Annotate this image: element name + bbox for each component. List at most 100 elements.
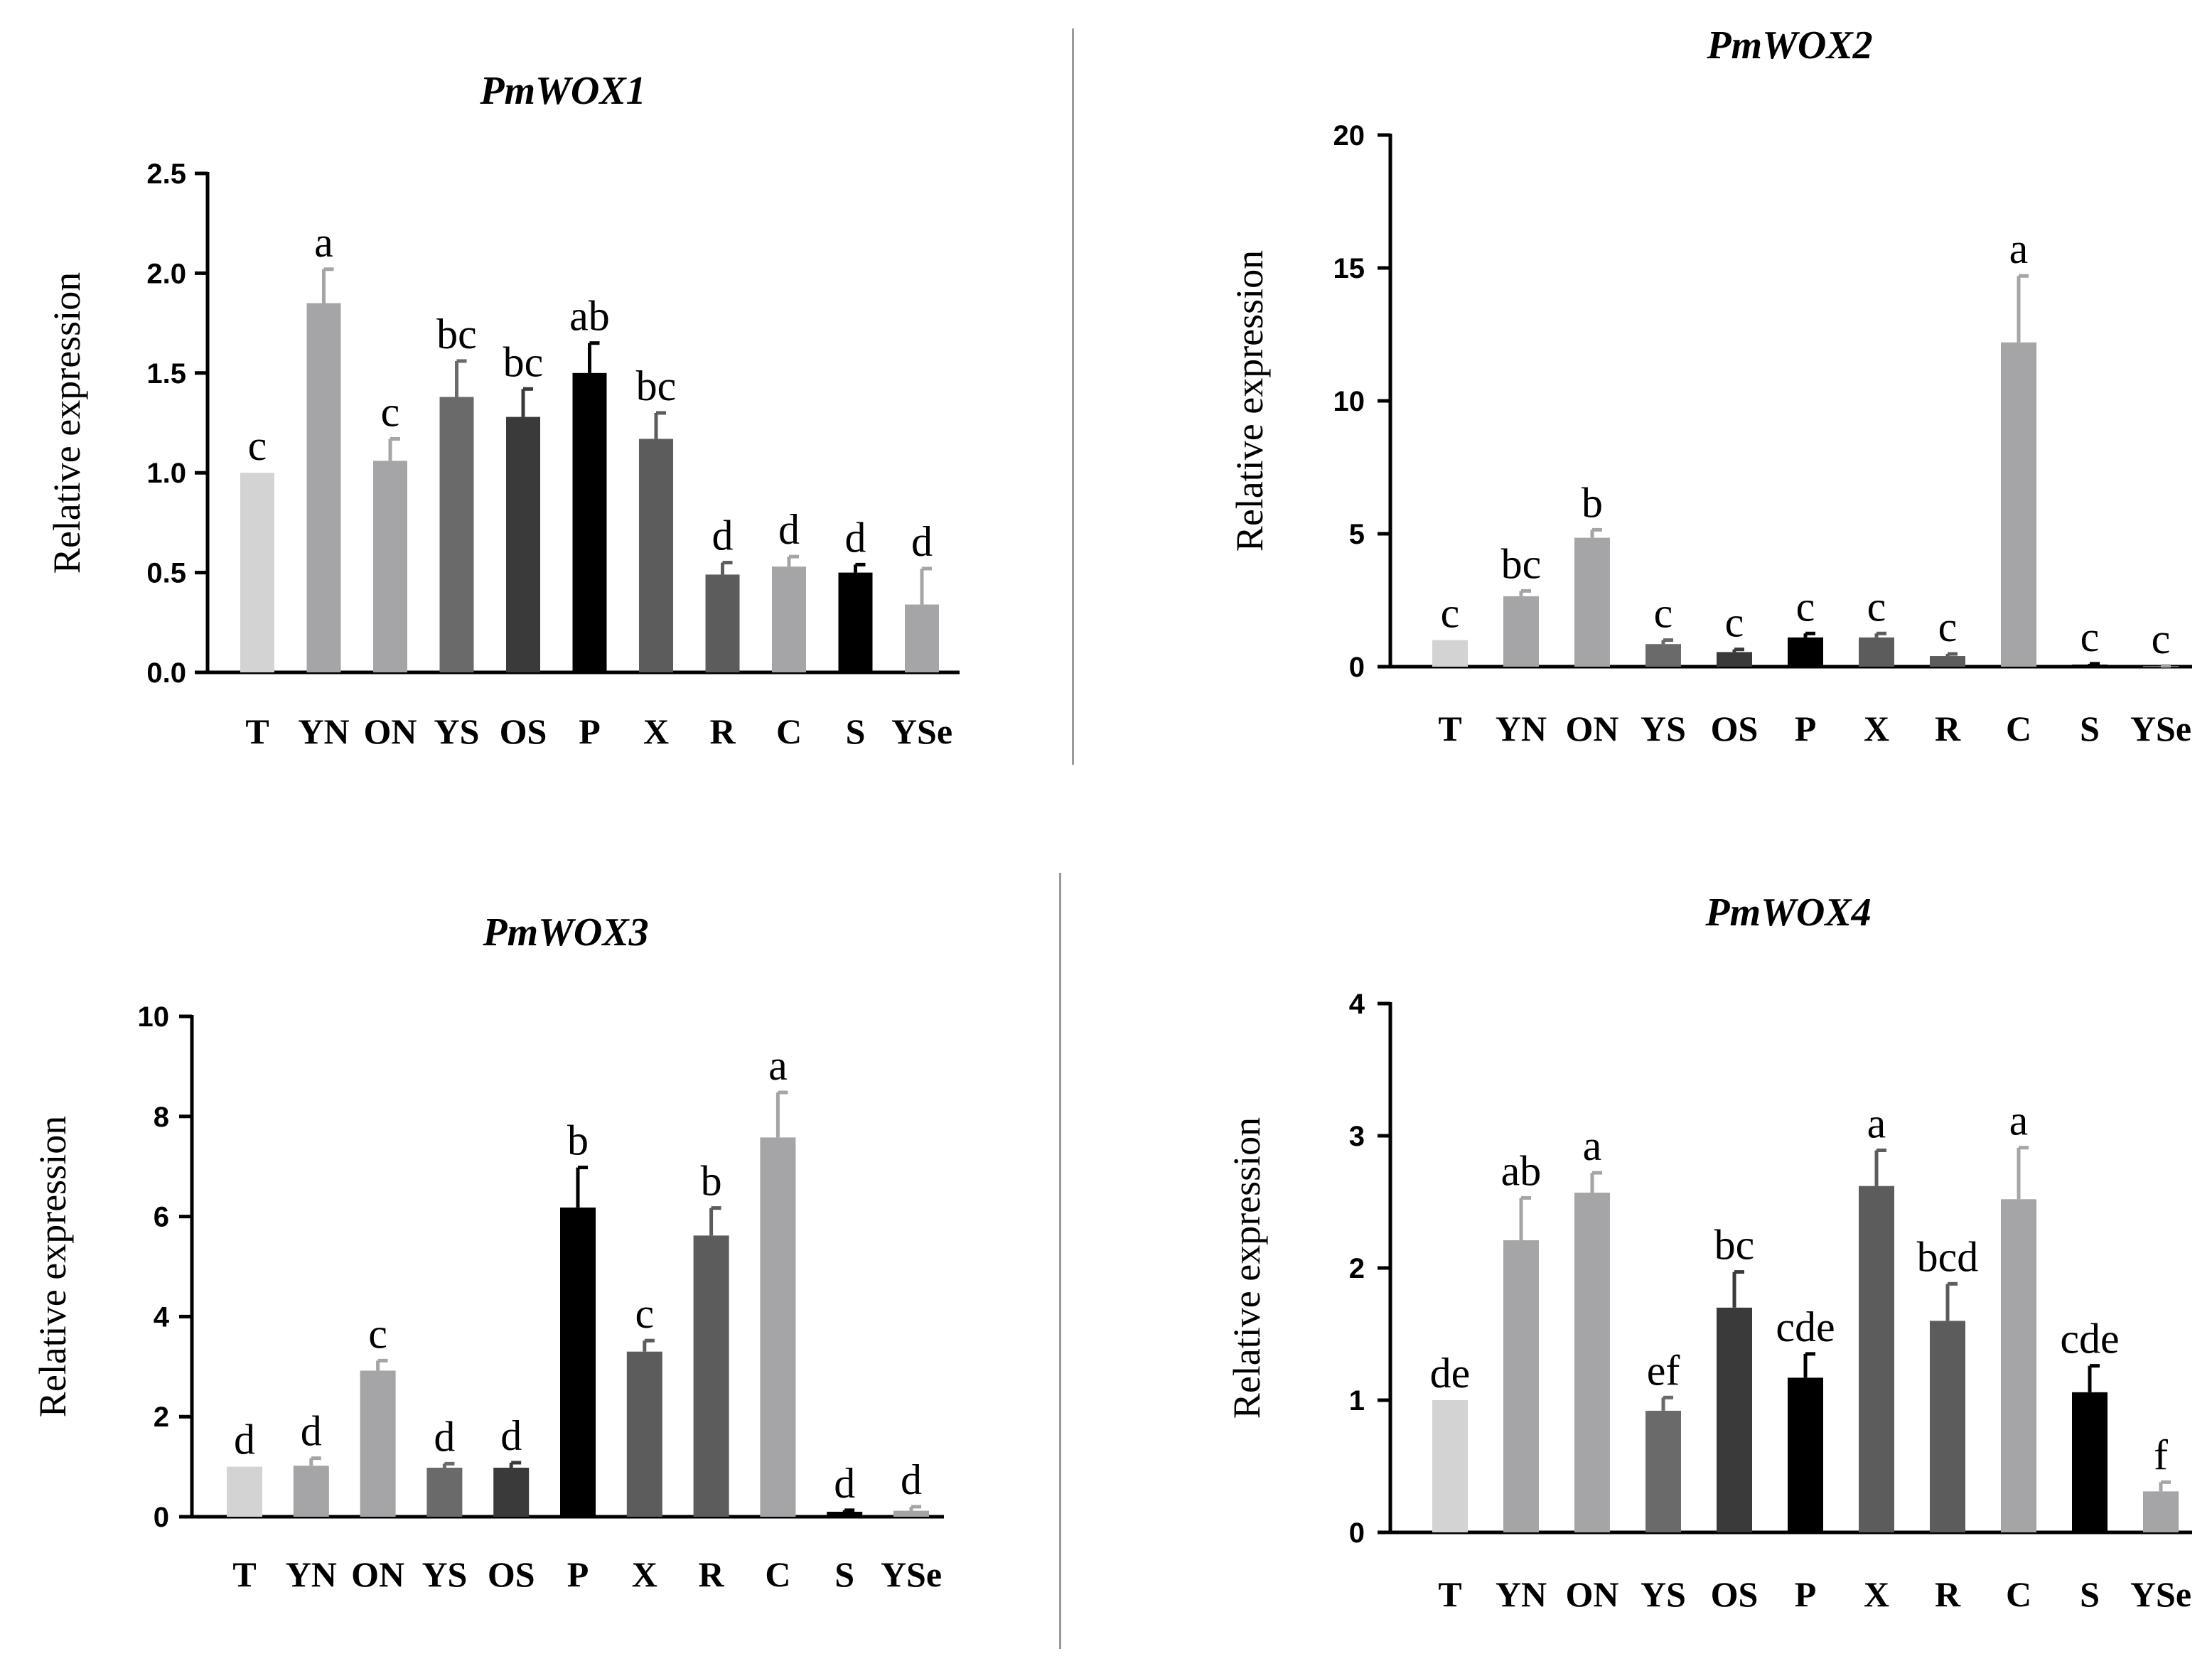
- y-tick-label: 8: [154, 1102, 169, 1133]
- vertical-divider-top: [1072, 28, 1074, 765]
- x-tick-label: S: [2080, 1574, 2100, 1614]
- y-axis-label: Relative expression: [31, 1116, 74, 1417]
- significance-label: ab: [1501, 1147, 1542, 1194]
- bar-yn: [306, 303, 341, 672]
- x-tick-label: ON: [351, 1554, 404, 1594]
- significance-label: bcd: [1917, 1233, 1979, 1280]
- significance-label: c: [248, 422, 267, 469]
- bar-s: [2072, 1392, 2108, 1532]
- significance-label: a: [314, 219, 333, 266]
- y-tick-label: 0.5: [146, 558, 186, 589]
- significance-label: f: [2154, 1431, 2168, 1478]
- y-tick-label: 2.5: [146, 158, 186, 190]
- bar-yn: [1503, 1240, 1539, 1532]
- x-tick-label: YSe: [891, 711, 952, 751]
- x-tick-label: OS: [1711, 1574, 1759, 1614]
- x-tick-label: YN: [298, 711, 349, 751]
- x-tick-label: S: [834, 1554, 854, 1594]
- x-tick-label: YSe: [881, 1554, 942, 1594]
- significance-label: a: [768, 1042, 788, 1089]
- significance-label: d: [901, 1456, 922, 1503]
- significance-label: d: [911, 518, 933, 565]
- significance-label: c: [2152, 616, 2171, 662]
- x-tick-label: X: [632, 1554, 657, 1594]
- significance-label: c: [635, 1290, 654, 1337]
- x-tick-label: R: [709, 711, 736, 751]
- bar-ys: [1645, 1410, 1681, 1532]
- bar-yn: [1503, 596, 1539, 667]
- bar-s: [2072, 665, 2108, 667]
- x-tick-label: T: [232, 1554, 256, 1594]
- x-tick-label: X: [1864, 1574, 1889, 1614]
- y-tick-label: 0: [1349, 652, 1365, 683]
- bar-s: [827, 1511, 863, 1517]
- significance-label: de: [1430, 1350, 1471, 1397]
- x-tick-label: ON: [1566, 709, 1619, 748]
- significance-label: d: [234, 1417, 255, 1463]
- x-tick-label: YN: [1496, 1574, 1547, 1614]
- x-tick-label: X: [643, 711, 669, 751]
- y-tick-label: 2: [154, 1402, 169, 1433]
- bar-os: [493, 1468, 530, 1517]
- y-tick-label: 0: [154, 1502, 169, 1533]
- chart-title: PmWOX3: [482, 910, 648, 955]
- significance-label: a: [2009, 225, 2029, 272]
- bar-ys: [1645, 644, 1681, 667]
- y-tick-label: 2.0: [146, 258, 186, 289]
- y-tick-label: 1.5: [146, 358, 186, 389]
- y-tick-label: 3: [1349, 1121, 1365, 1152]
- significance-label: c: [1654, 590, 1673, 637]
- significance-label: bc: [636, 362, 677, 409]
- bar-yse: [905, 604, 939, 672]
- bar-on: [1574, 537, 1610, 667]
- y-tick-label: 4: [154, 1301, 170, 1333]
- bar-x: [1859, 1186, 1894, 1532]
- x-tick-label: OS: [500, 711, 547, 751]
- vertical-divider-bottom: [1059, 873, 1061, 1649]
- bar-r: [1930, 1321, 1965, 1532]
- x-tick-label: S: [2080, 709, 2100, 748]
- x-tick-label: T: [1438, 709, 1461, 748]
- y-axis-label: Relative expression: [1228, 250, 1271, 552]
- x-tick-label: YS: [422, 1554, 467, 1594]
- significance-label: d: [712, 512, 734, 559]
- chart-title: PmWOX1: [479, 69, 645, 113]
- bar-p: [560, 1207, 596, 1517]
- significance-label: d: [845, 514, 866, 561]
- x-tick-label: P: [1795, 1574, 1817, 1614]
- significance-label: c: [1867, 583, 1886, 630]
- bar-t: [1432, 640, 1468, 667]
- x-tick-label: C: [2006, 1574, 2031, 1614]
- x-tick-label: P: [1795, 709, 1817, 748]
- x-tick-label: S: [846, 711, 866, 751]
- significance-label: c: [1938, 603, 1958, 650]
- x-tick-label: ON: [1566, 1574, 1619, 1614]
- bar-yn: [293, 1466, 329, 1517]
- bar-r: [1930, 656, 1965, 667]
- significance-label: a: [1867, 1100, 1886, 1146]
- bar-yse: [893, 1510, 929, 1517]
- significance-label: c: [1725, 599, 1744, 646]
- y-tick-label: 0.0: [146, 657, 186, 689]
- significance-label: bc: [503, 338, 544, 385]
- y-axis-label: Relative expression: [1225, 1117, 1268, 1419]
- bar-ys: [426, 1468, 463, 1517]
- significance-label: bc: [436, 311, 477, 358]
- significance-label: b: [567, 1117, 589, 1164]
- x-tick-label: YSe: [2130, 1574, 2191, 1614]
- chart-title: PmWOX4: [1704, 891, 1871, 935]
- bar-r: [705, 574, 740, 672]
- bar-c: [2001, 1199, 2036, 1532]
- x-tick-label: T: [1438, 1574, 1461, 1614]
- y-tick-label: 20: [1333, 120, 1365, 151]
- bar-os: [506, 416, 540, 672]
- y-tick-label: 0: [1349, 1517, 1365, 1549]
- bar-p: [1788, 637, 1823, 667]
- bar-p: [572, 372, 607, 672]
- bar-c: [772, 566, 806, 672]
- significance-label: a: [1583, 1122, 1602, 1169]
- y-tick-label: 1.0: [146, 458, 186, 489]
